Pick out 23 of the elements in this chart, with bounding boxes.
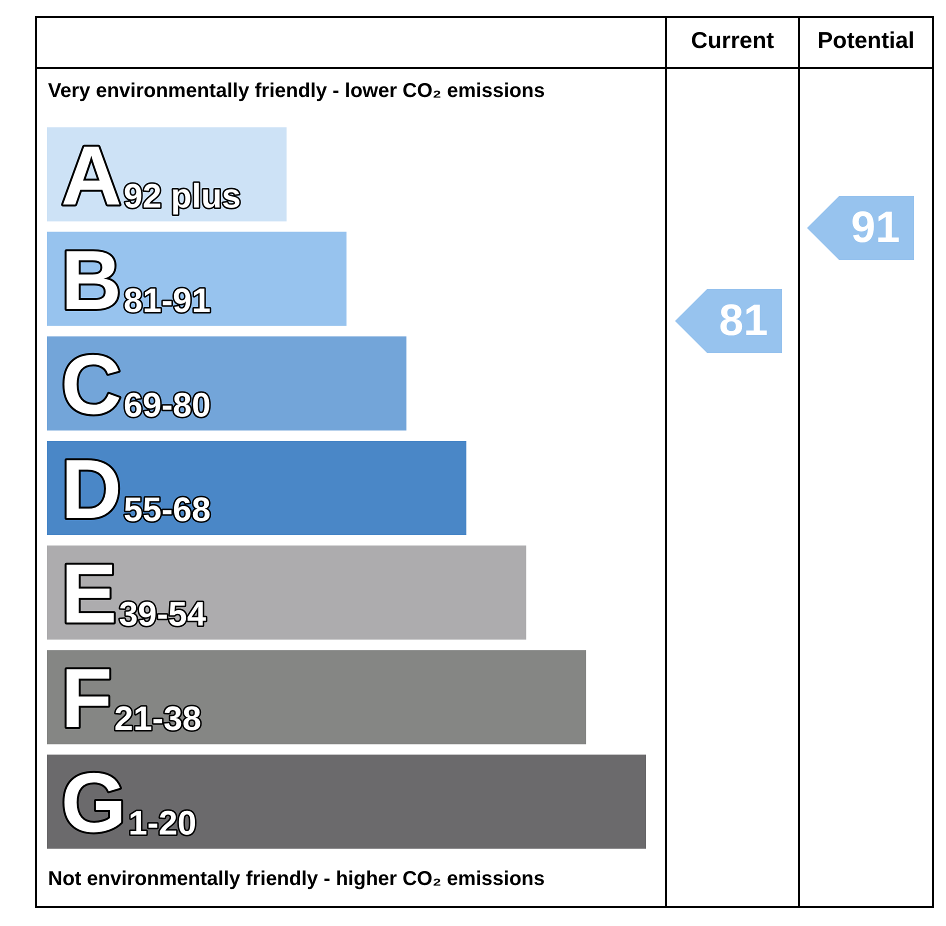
y-tick-label: F <box>61 651 112 746</box>
y-tick-label: G <box>61 756 126 850</box>
y-tick-label: A <box>61 128 122 222</box>
y-tick-label: D <box>61 442 122 536</box>
annotation: 92 plus <box>124 177 241 216</box>
y-tick-label: C <box>61 337 122 432</box>
bar <box>47 650 586 744</box>
annotation: 81-91 <box>124 282 211 320</box>
chart-subtitle: Very environmentally friendly - lower CO₂ emissions <box>48 80 545 103</box>
annotation: 69-80 <box>124 386 211 424</box>
text: Current <box>690 27 776 54</box>
text: 91 <box>807 196 914 260</box>
y-tick-label: B <box>61 232 122 327</box>
annotation: 21-38 <box>114 700 202 738</box>
annotation: 39-54 <box>119 596 206 634</box>
annotation: 55-68 <box>124 491 211 529</box>
y-tick-label: E <box>61 546 118 641</box>
annotation: 1-20 <box>128 804 196 843</box>
bar <box>47 546 526 640</box>
text: Potential <box>816 27 916 54</box>
text: 81 <box>675 289 782 353</box>
annotation: Not environmentally friendly - higher CO₂ emissions <box>48 868 545 891</box>
bar <box>47 754 646 849</box>
